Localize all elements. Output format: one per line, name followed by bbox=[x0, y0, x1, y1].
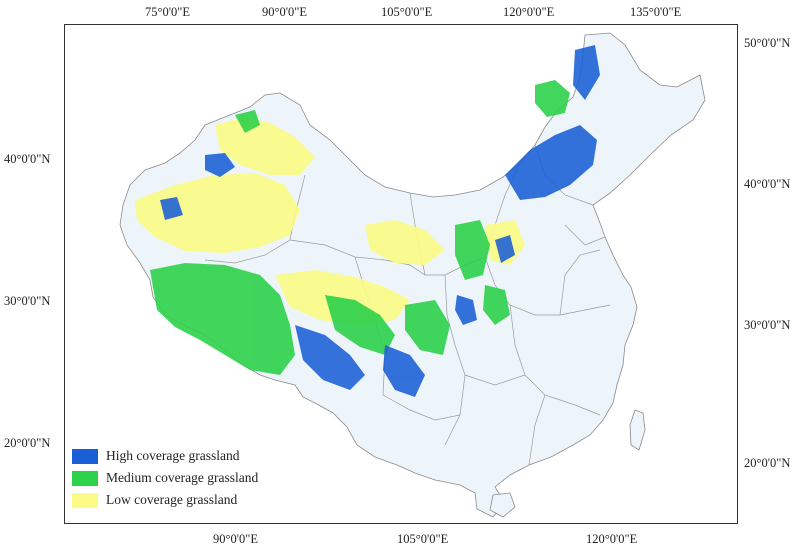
hainan-island bbox=[489, 492, 516, 518]
grassland-map bbox=[119, 32, 706, 518]
left-lat-label: 30°0'0"N bbox=[4, 294, 51, 308]
legend-label-medium: Medium coverage grassland bbox=[106, 470, 259, 485]
top-lon-label: 105°0'0"E bbox=[381, 5, 433, 19]
low-coverage-regions bbox=[135, 117, 525, 325]
top-lon-label: 120°0'0"E bbox=[503, 5, 555, 19]
bottom-lon-label: 90°0'0"E bbox=[213, 532, 258, 546]
right-lat-label: 20°0'0"N bbox=[744, 456, 791, 470]
bottom-lon-label: 120°0'0"E bbox=[586, 532, 638, 546]
taiwan-island bbox=[629, 409, 646, 451]
right-lat-label: 40°0'0"N bbox=[744, 177, 791, 191]
legend-swatch-medium bbox=[72, 470, 98, 486]
legend-swatch-high bbox=[72, 448, 98, 464]
top-lon-label: 75°0'0"E bbox=[145, 5, 190, 19]
map-legend: High coverage grassland Medium coverage … bbox=[72, 445, 258, 511]
legend-item-low: Low coverage grassland bbox=[72, 489, 258, 511]
top-lon-label: 135°0'0"E bbox=[630, 5, 682, 19]
left-lat-label: 20°0'0"N bbox=[4, 436, 51, 450]
legend-swatch-low bbox=[72, 492, 98, 508]
left-lat-label: 40°0'0"N bbox=[4, 152, 51, 166]
high-coverage-regions bbox=[160, 45, 600, 397]
bottom-lon-label: 105°0'0"E bbox=[397, 532, 449, 546]
legend-label-low: Low coverage grassland bbox=[106, 492, 238, 507]
medium-coverage-regions bbox=[150, 80, 570, 375]
legend-item-medium: Medium coverage grassland bbox=[72, 467, 258, 489]
right-lat-label: 50°0'0"N bbox=[744, 36, 791, 50]
legend-item-high: High coverage grassland bbox=[72, 445, 258, 467]
top-lon-label: 90°0'0"E bbox=[262, 5, 307, 19]
legend-label-high: High coverage grassland bbox=[106, 448, 240, 463]
map-frame bbox=[64, 24, 738, 524]
right-lat-label: 30°0'0"N bbox=[744, 318, 791, 332]
